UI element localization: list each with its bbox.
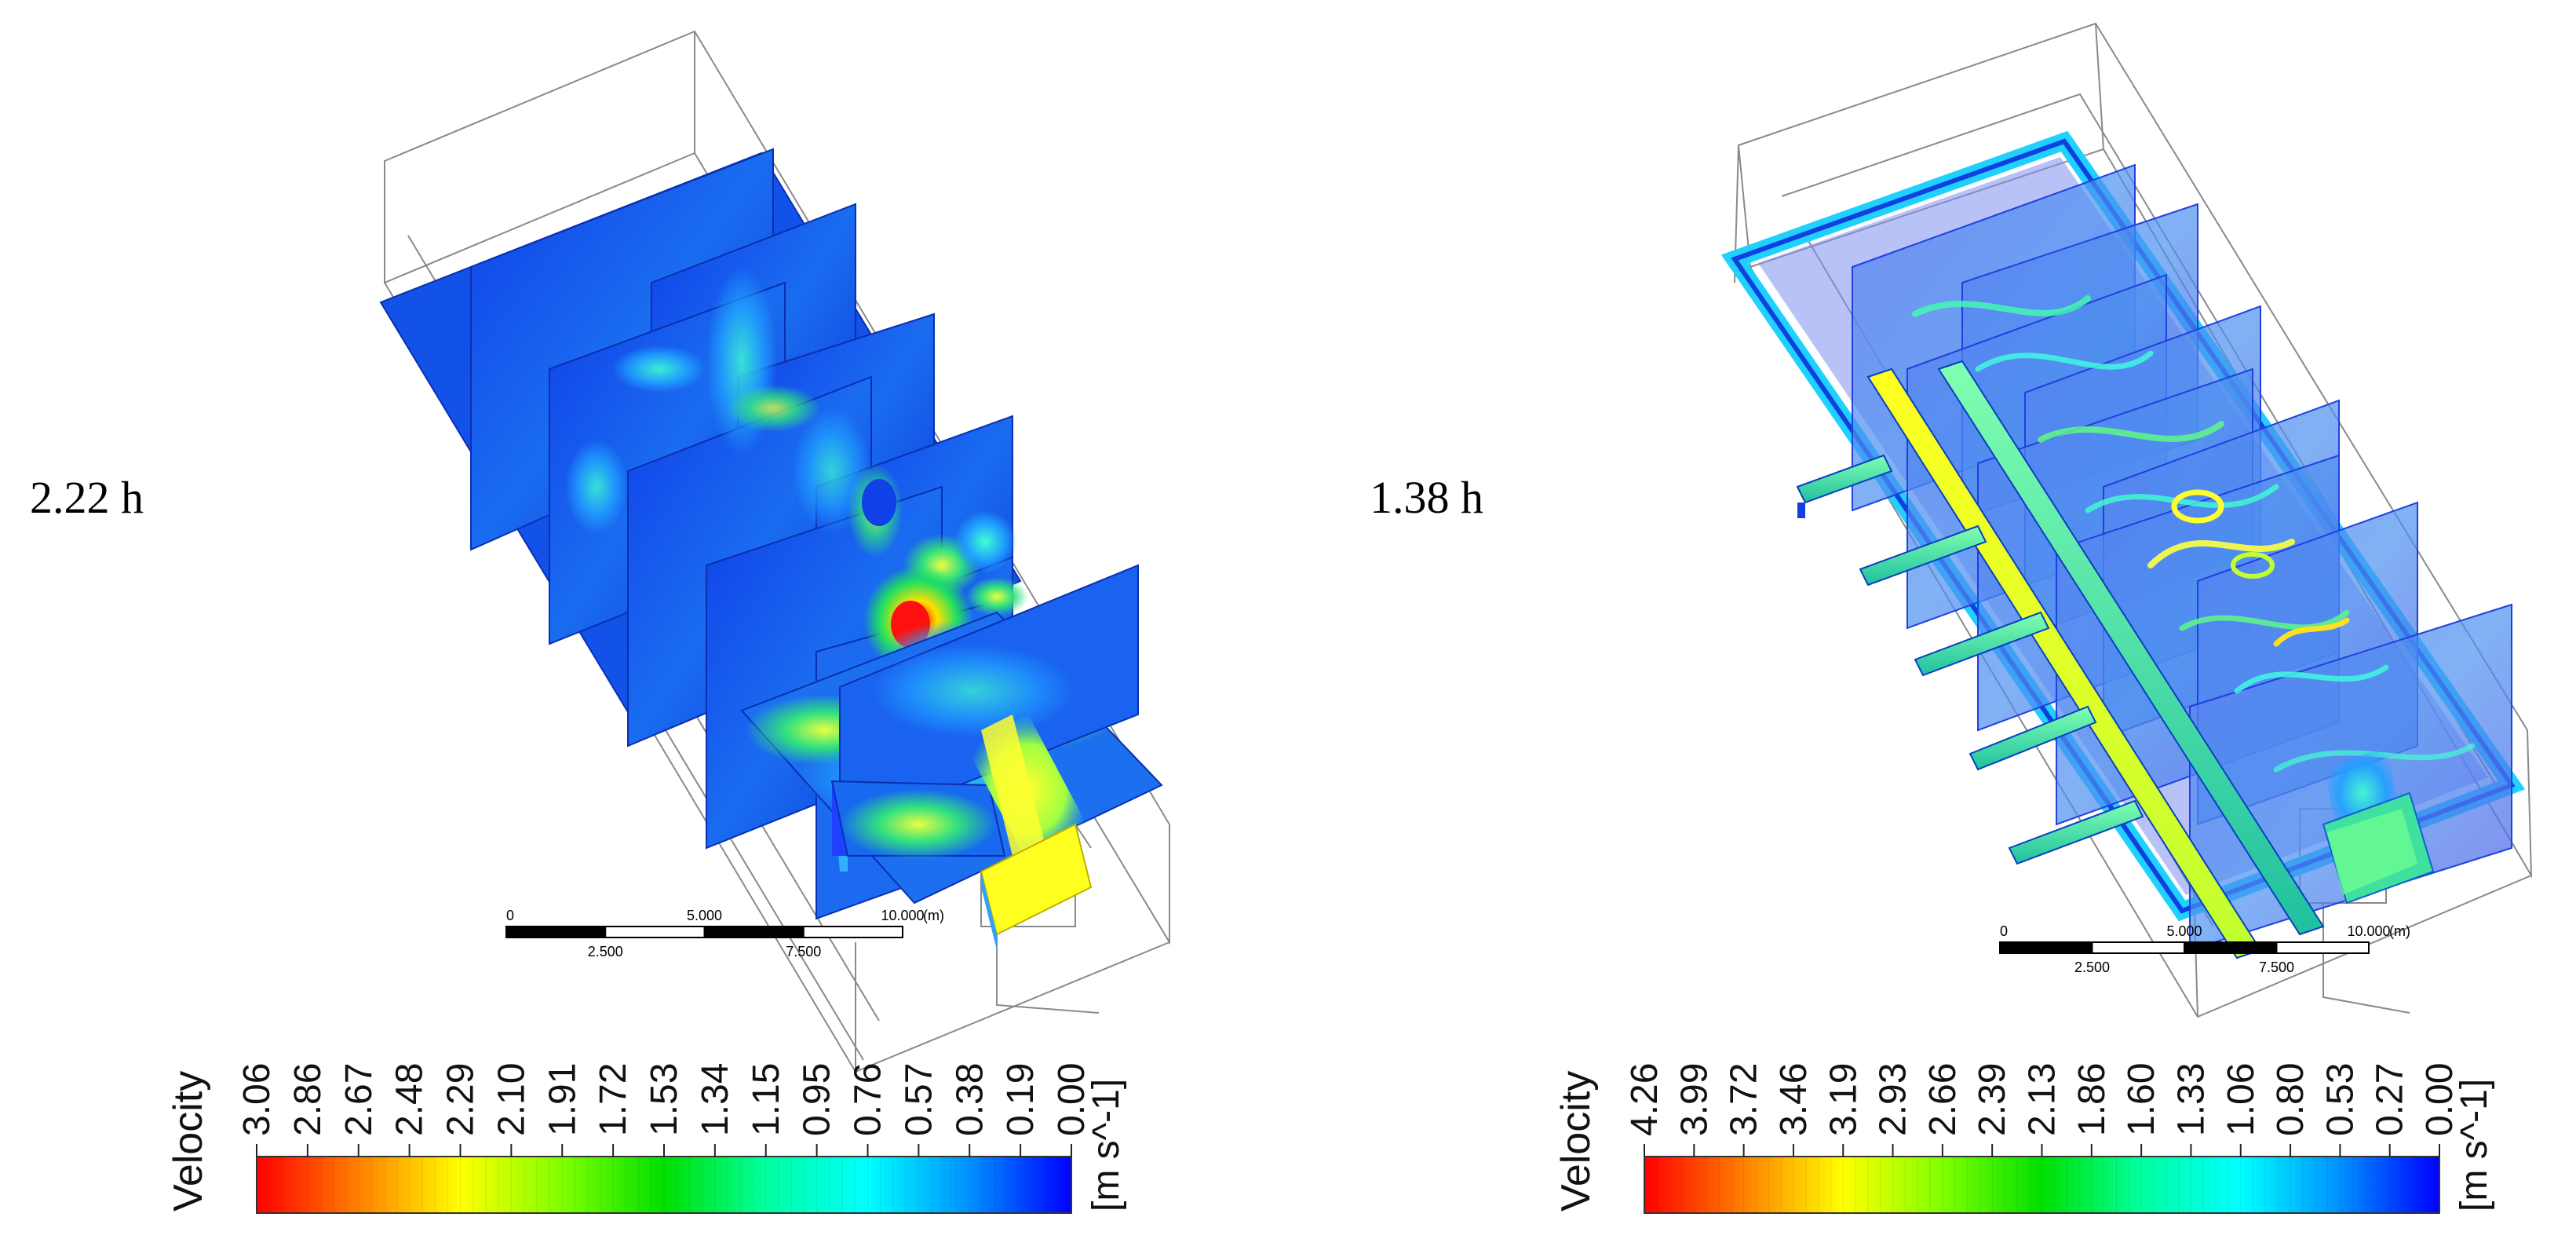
scale-unit-label: (m) [2389, 923, 2410, 939]
colorbar-tick-label: 3.46 [1773, 1063, 1815, 1136]
colorbar-tick-label: 0.38 [949, 1063, 991, 1136]
scale-minor-label: 2.500 [2074, 959, 2110, 975]
colorbar-unit: [m s^-1] [1085, 1079, 1127, 1212]
colorbar-tick-label: 4.26 [1624, 1063, 1666, 1136]
colorbar-tick-label: 2.93 [1873, 1063, 1914, 1136]
colorbar-tick-label: 1.33 [2170, 1063, 2212, 1136]
colorbar-tick-label: 2.67 [338, 1063, 380, 1136]
left-velocity-contour-model [379, 30, 1170, 1073]
right-flow-features [1912, 295, 2476, 773]
colorbar-tick-label: 1.86 [2071, 1063, 2113, 1136]
scale-major-label: 10.000 [881, 908, 924, 923]
right-outlet [2322, 746, 2435, 905]
scale-minor-label: 7.500 [786, 944, 821, 959]
colorbar-tick-label: 3.06 [236, 1063, 278, 1136]
colorbar-tick-label: 0.00 [1051, 1063, 1093, 1136]
right-vertical-slices [1852, 163, 2512, 952]
left-colorbar: 3.06 2.86 2.67 2.48 2.29 2.10 1.91 1.72 1.53 1.34… [166, 1063, 1127, 1214]
colorbar-title: Velocity [166, 1071, 211, 1212]
colorbar-tick-label: 1.53 [644, 1063, 685, 1136]
colorbar-tick-label: 1.72 [593, 1063, 634, 1136]
right-scale-bar: 0 5.000 10.000 2.500 7.500 (m) [1999, 923, 2410, 975]
colorbar-tick-label: 1.60 [2121, 1063, 2162, 1136]
colorbar-tick-label: 2.39 [1972, 1063, 2013, 1136]
colorbar-tick-label: 2.86 [287, 1063, 329, 1136]
colorbar-tick-label: 1.34 [695, 1063, 736, 1136]
colorbar-tick-label: 3.99 [1673, 1063, 1715, 1136]
scale-major-label: 0 [506, 908, 514, 923]
scale-unit-label: (m) [923, 908, 944, 923]
scale-major-label: 5.000 [687, 908, 722, 923]
colorbar-gradient [1644, 1157, 2439, 1213]
scale-minor-label: 2.500 [588, 944, 623, 959]
colorbar-tick-label: 3.72 [1724, 1063, 1765, 1136]
colorbar-tick-label: 2.66 [1922, 1063, 1964, 1136]
colorbar-tick-label: 2.13 [2022, 1063, 2063, 1136]
colorbar-tick-label: 0.76 [848, 1063, 889, 1136]
colorbar-tick-label: 0.53 [2319, 1063, 2361, 1136]
colorbar-tick-label: 2.48 [389, 1063, 431, 1136]
colorbar-tick-label: 1.06 [2220, 1063, 2262, 1136]
colorbar-tick-label: 0.57 [898, 1063, 940, 1136]
left-time-label: 2.22 h [30, 472, 144, 523]
scale-minor-label: 7.500 [2259, 959, 2294, 975]
colorbar-title: Velocity [1553, 1071, 1599, 1212]
left-bottom-tank [740, 564, 1163, 950]
left-flow-features [565, 267, 1052, 691]
scale-major-label: 5.000 [2166, 923, 2202, 939]
colorbar-tick-label: 1.15 [746, 1063, 787, 1136]
colorbar-tick-label: 3.19 [1823, 1063, 1864, 1136]
right-velocity-contour-model [1720, 22, 2533, 1018]
scale-major-label: 0 [2000, 923, 2008, 939]
right-time-label: 1.38 h [1370, 472, 1483, 523]
colorbar-tick-label: 0.19 [1000, 1063, 1042, 1136]
colorbar-tick-label: 2.29 [440, 1063, 482, 1136]
colorbar-tick-label: 0.27 [2370, 1063, 2411, 1136]
colorbar-tick-label: 2.10 [491, 1063, 532, 1136]
scale-major-label: 10.000 [2347, 923, 2390, 939]
colorbar-gradient [257, 1157, 1071, 1213]
colorbar-tick-label: 0.95 [797, 1063, 838, 1136]
left-scale-bar: 0 5.000 10.000 2.500 7.500 (m) [505, 908, 944, 959]
colorbar-tick-label: 1.91 [542, 1063, 583, 1136]
colorbar-tick-label: 0.80 [2270, 1063, 2311, 1136]
right-colorbar: 4.26 3.99 3.72 3.46 3.19 2.93 2.66 2.39 2.13 1.86… [1553, 1063, 2495, 1214]
colorbar-tick-label: 0.00 [2419, 1063, 2461, 1136]
colorbar-unit: [m s^-1] [2454, 1079, 2495, 1212]
